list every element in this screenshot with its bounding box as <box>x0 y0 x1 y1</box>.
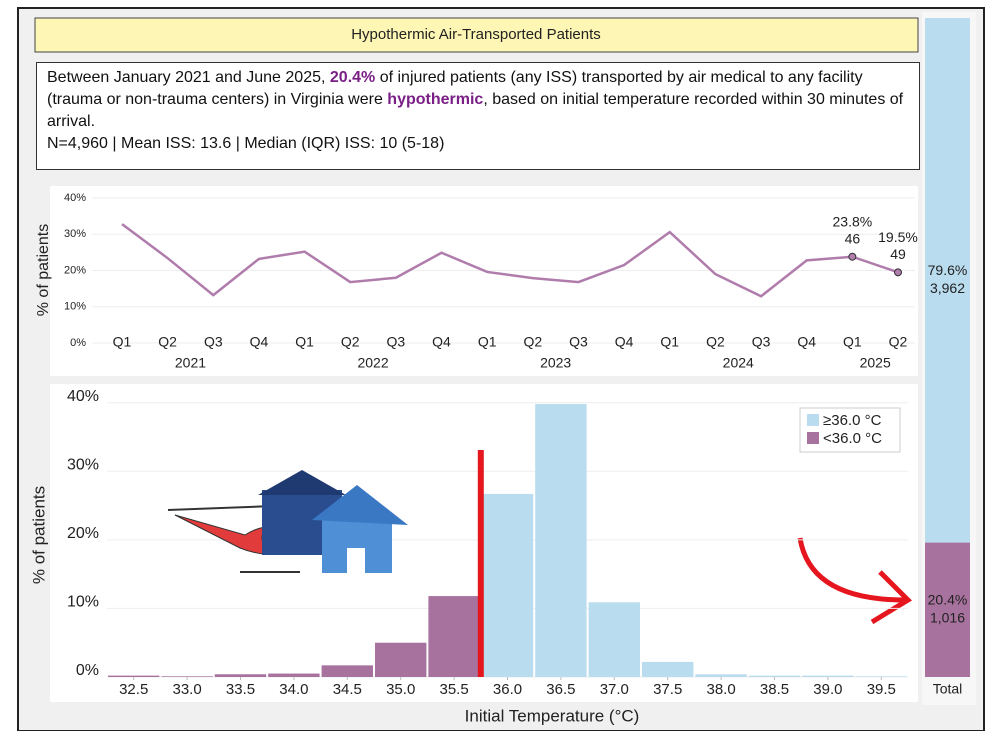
x-tick-label: Q1 <box>478 334 497 350</box>
x-tick-label: 33.0 <box>172 681 201 698</box>
y-tick-label: 10% <box>64 301 86 313</box>
x-tick-label: 39.0 <box>813 681 842 698</box>
summary-highlight: hypothermic <box>387 91 483 108</box>
legend-swatch <box>807 414 819 426</box>
summary-stats: N=4,960 | Mean ISS: 13.6 | Median (IQR) … <box>47 135 444 152</box>
x-tick-label: 33.5 <box>226 681 255 698</box>
legend-label: ≥36.0 °C <box>823 412 882 429</box>
x-tick-label: Q1 <box>660 334 679 350</box>
x-group-label: 2021 <box>175 355 206 371</box>
x-tick-label: 36.5 <box>546 681 575 698</box>
bar <box>108 676 159 677</box>
x-tick-label: 37.0 <box>600 681 629 698</box>
point-marker <box>895 269 902 276</box>
y-tick-label: 20% <box>67 525 99 542</box>
x-tick-label: Q1 <box>843 334 862 350</box>
bar <box>642 662 693 677</box>
x-tick-label: Q4 <box>432 334 451 350</box>
y-axis-label: % of patients <box>35 224 52 317</box>
bar <box>589 602 640 677</box>
y-tick-label: 30% <box>64 228 86 240</box>
summary-box: Between January 2021 and June 2025, 20.4… <box>36 62 920 170</box>
dashboard: Hypothermic Air-Transported Patients 0% 1… <box>0 0 989 731</box>
x-tick-label: Q1 <box>295 334 314 350</box>
x-tick-label: Q3 <box>569 334 588 350</box>
x-tick-label: 35.0 <box>386 681 415 698</box>
x-tick-label: 34.5 <box>333 681 362 698</box>
bar <box>161 676 212 677</box>
x-tick-label: Q2 <box>706 334 725 350</box>
x-tick-label: Q1 <box>113 334 132 350</box>
y-axis-label: % of patients <box>29 486 48 584</box>
bar <box>322 665 373 677</box>
bar <box>215 674 266 677</box>
point-marker <box>849 253 856 260</box>
summary-text: Between January 2021 and June 2025, <box>47 69 330 86</box>
x-tick-label: Q2 <box>523 334 542 350</box>
x-tick-label: Q4 <box>797 334 816 350</box>
bar <box>375 643 426 677</box>
y-tick-label: 10% <box>67 594 99 611</box>
y-tick-label: 30% <box>67 457 99 474</box>
bar <box>268 674 319 677</box>
value-label: 79.6% <box>928 262 968 278</box>
x-tick-label: 35.5 <box>439 681 468 698</box>
x-group-label: 2022 <box>357 355 388 371</box>
x-group-label: 2024 <box>723 355 754 371</box>
x-tick-label: 34.0 <box>279 681 308 698</box>
x-tick-label: 38.0 <box>706 681 735 698</box>
x-tick-label: 39.5 <box>867 681 896 698</box>
value-label: 19.5% <box>878 229 918 245</box>
x-tick-label: Q3 <box>204 334 223 350</box>
value-label: 20.4% <box>928 591 968 607</box>
bar <box>856 676 907 677</box>
bar <box>428 596 479 677</box>
x-tick-label: Q3 <box>387 334 406 350</box>
legend-label: <36.0 °C <box>823 430 882 447</box>
x-tick-label: Q2 <box>341 334 360 350</box>
y-tick-label: 40% <box>67 388 99 405</box>
x-tick-label: Q4 <box>250 334 269 350</box>
bar <box>802 676 853 677</box>
x-tick-label: 37.5 <box>653 681 682 698</box>
title: Hypothermic Air-Transported Patients <box>351 26 601 43</box>
value-label: 23.8% <box>833 213 873 229</box>
x-tick-label: 38.5 <box>760 681 789 698</box>
x-tick-label: Q3 <box>752 334 771 350</box>
count-label: 46 <box>845 230 861 246</box>
y-tick-label: 0% <box>70 337 86 349</box>
x-tick-label: Total <box>933 681 963 697</box>
x-tick-label: 36.0 <box>493 681 522 698</box>
count-label: 1,016 <box>930 609 965 625</box>
count-label: 49 <box>890 246 906 262</box>
legend-swatch <box>807 432 819 444</box>
y-tick-label: 40% <box>64 192 86 204</box>
x-group-label: 2025 <box>860 355 891 371</box>
x-axis-label: Initial Temperature (°C) <box>465 706 640 725</box>
bar <box>482 494 533 677</box>
bar <box>535 404 586 677</box>
summary-highlight: 20.4% <box>330 69 375 86</box>
y-tick-label: 0% <box>76 662 99 679</box>
count-label: 3,962 <box>930 280 965 296</box>
x-tick-label: Q2 <box>889 334 908 350</box>
y-tick-label: 20% <box>64 264 86 276</box>
x-group-label: 2023 <box>540 355 571 371</box>
x-tick-label: Q4 <box>615 334 634 350</box>
bar <box>749 676 800 677</box>
bar <box>695 674 746 677</box>
x-tick-label: 32.5 <box>119 681 148 698</box>
x-tick-label: Q2 <box>158 334 177 350</box>
